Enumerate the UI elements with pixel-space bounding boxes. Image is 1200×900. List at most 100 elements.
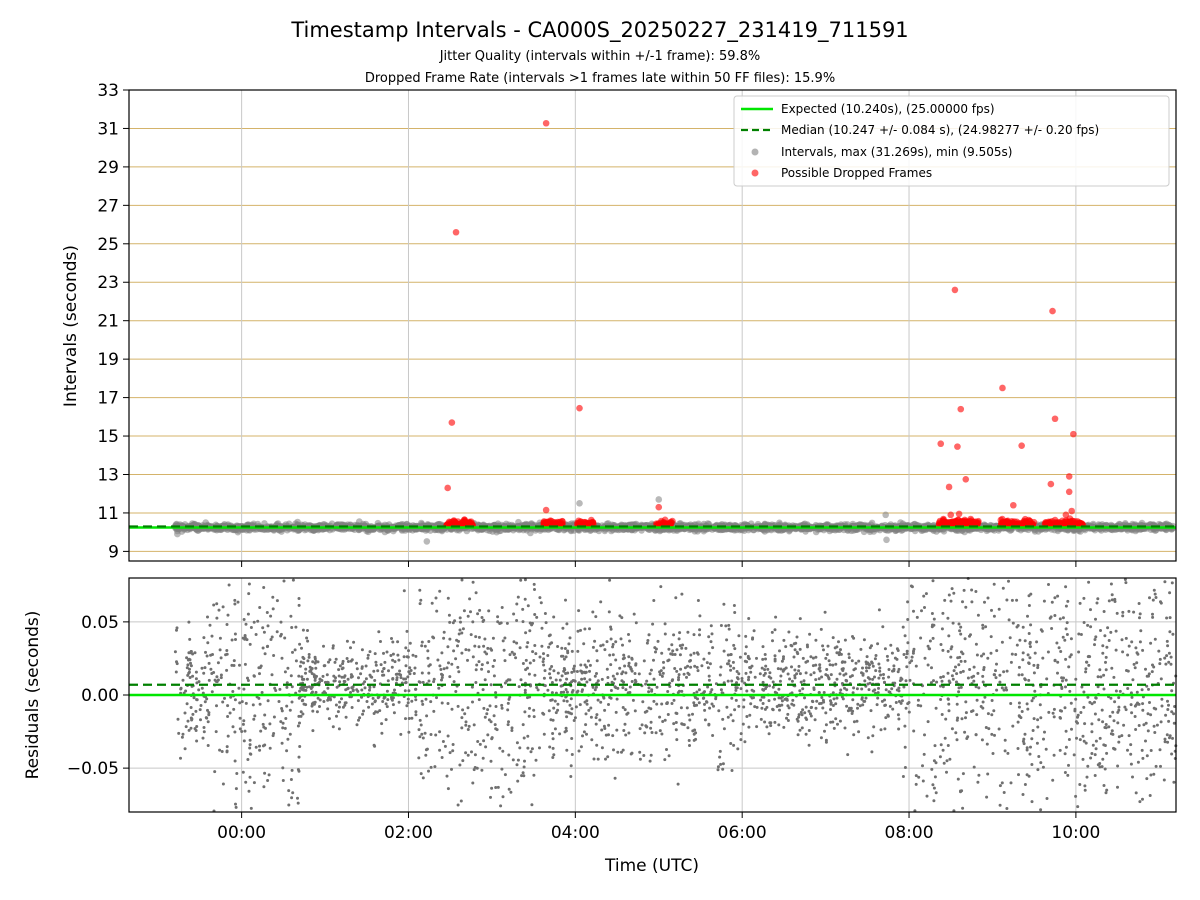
- residual-point: [539, 601, 543, 605]
- residual-point: [452, 680, 456, 684]
- dropped-frame-point: [947, 511, 955, 519]
- residual-point: [446, 787, 450, 791]
- residual-point: [852, 686, 856, 690]
- residual-point: [457, 632, 461, 636]
- residual-point: [707, 635, 711, 639]
- residual-point: [761, 657, 765, 661]
- residual-point: [543, 612, 547, 615]
- residual-point: [709, 640, 713, 644]
- residual-point: [784, 666, 788, 670]
- residual-point: [355, 667, 359, 671]
- residual-point: [477, 698, 481, 702]
- residual-point: [663, 632, 667, 636]
- residual-point: [717, 709, 721, 713]
- residual-point: [194, 670, 198, 674]
- residual-point: [187, 671, 191, 675]
- residual-point: [549, 698, 553, 702]
- dropped-frame-point: [576, 404, 583, 412]
- residual-point: [802, 679, 806, 683]
- residual-point: [477, 645, 481, 649]
- residual-point: [461, 708, 465, 712]
- residual-point: [350, 706, 354, 709]
- residual-point: [679, 667, 683, 671]
- residual-point: [242, 687, 246, 691]
- residual-point: [729, 713, 733, 717]
- residual-point: [764, 664, 768, 668]
- residual-point: [177, 731, 181, 735]
- residual-point: [243, 662, 247, 666]
- residual-point: [296, 768, 300, 772]
- residual-point: [215, 675, 219, 679]
- residual-point: [474, 635, 478, 639]
- residual-point: [363, 686, 367, 690]
- residual-point: [281, 779, 285, 782]
- residual-point: [522, 736, 526, 740]
- residual-point: [195, 698, 199, 702]
- residual-point: [335, 685, 339, 689]
- residual-point: [198, 708, 202, 712]
- residual-point: [206, 744, 210, 747]
- residual-point: [638, 757, 642, 761]
- residual-point: [381, 673, 384, 677]
- residual-point: [242, 739, 246, 743]
- residual-point: [666, 713, 670, 716]
- residual-point: [232, 659, 236, 663]
- residual-point: [649, 753, 653, 757]
- residual-point: [490, 786, 494, 790]
- residual-point: [645, 679, 649, 683]
- residual-point: [283, 670, 287, 674]
- residual-point: [513, 652, 516, 656]
- residual-point: [615, 672, 619, 676]
- residual-point: [550, 681, 554, 684]
- residual-point: [206, 641, 210, 645]
- residual-point: [526, 734, 530, 738]
- residual-point: [556, 645, 560, 648]
- residual-point: [550, 691, 554, 695]
- top-y-axis-label: Intervals (seconds): [61, 245, 81, 407]
- residual-point: [548, 667, 552, 671]
- residual-point: [660, 674, 664, 678]
- residual-point: [674, 721, 678, 724]
- residual-point: [446, 596, 450, 600]
- residual-point: [868, 646, 872, 650]
- residual-point: [329, 698, 332, 702]
- residual-point: [745, 715, 749, 718]
- residual-point: [179, 686, 183, 690]
- residual-point: [202, 726, 206, 729]
- residual-point: [554, 678, 558, 682]
- residual-point: [423, 731, 427, 735]
- residual-point: [275, 599, 279, 603]
- dropped-frame-point: [955, 510, 963, 518]
- residual-point: [526, 696, 529, 700]
- residual-point: [481, 756, 485, 760]
- residual-point: [721, 762, 725, 766]
- top-y-tick-label: 25: [97, 235, 119, 255]
- residual-point: [488, 704, 492, 708]
- residual-point: [380, 731, 384, 735]
- residual-point: [634, 621, 638, 625]
- residual-point: [486, 733, 490, 737]
- residual-point: [234, 787, 238, 791]
- residual-point: [786, 672, 790, 676]
- residual-point: [321, 674, 325, 678]
- residual-point: [611, 653, 615, 657]
- residual-point: [482, 644, 486, 648]
- residual-point: [647, 706, 651, 710]
- residual-point: [894, 701, 898, 704]
- residual-point: [236, 600, 240, 604]
- residual-point: [333, 660, 337, 664]
- residual-point: [515, 602, 519, 606]
- residual-point: [502, 648, 506, 652]
- residual-point: [384, 718, 388, 722]
- residual-point: [180, 735, 184, 739]
- residual-point: [265, 611, 269, 614]
- residual-point: [442, 630, 446, 634]
- interval-point: [882, 511, 889, 519]
- residual-point: [547, 645, 551, 649]
- residual-point: [435, 696, 438, 700]
- residual-point: [380, 722, 384, 726]
- residual-point: [447, 613, 451, 617]
- residual-point: [512, 612, 516, 616]
- residual-point: [795, 635, 799, 639]
- residual-point: [460, 578, 464, 582]
